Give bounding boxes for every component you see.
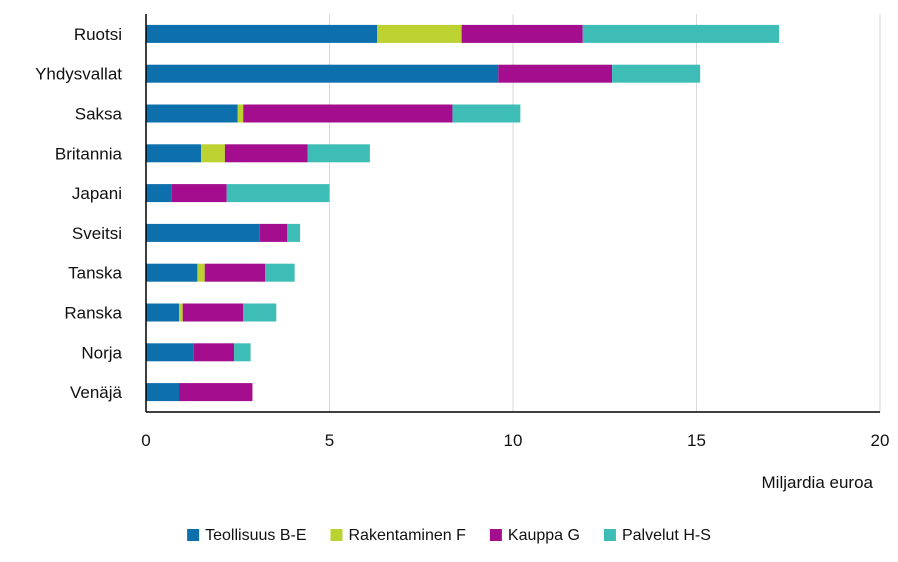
bar-5-0 bbox=[146, 223, 260, 242]
bar-2-2 bbox=[243, 104, 453, 123]
tick-labels: 0 5 10 15 20 bbox=[141, 431, 889, 450]
bar-1-2 bbox=[498, 64, 613, 83]
bar-2-3 bbox=[452, 104, 521, 123]
bar-5-3 bbox=[287, 223, 301, 242]
category-label-7: Ranska bbox=[64, 304, 122, 323]
bar-2-0 bbox=[146, 104, 238, 123]
bar-4-0 bbox=[146, 184, 172, 203]
category-label-0: Ruotsi bbox=[74, 25, 122, 44]
axes bbox=[145, 14, 880, 413]
x-tick-label-4: 20 bbox=[871, 431, 890, 450]
bar-6-3 bbox=[265, 263, 295, 282]
bar-2-1 bbox=[237, 104, 244, 123]
category-label-3: Britannia bbox=[55, 144, 123, 163]
bar-8-2 bbox=[193, 343, 235, 362]
bar-4-3 bbox=[226, 184, 330, 203]
bar-0-1 bbox=[377, 24, 462, 43]
legend-swatch-2 bbox=[489, 529, 502, 541]
bar-7-0 bbox=[146, 303, 180, 322]
bar-6-2 bbox=[204, 263, 266, 282]
category-label-5: Sveitsi bbox=[72, 224, 122, 243]
bar-1-0 bbox=[146, 64, 499, 83]
bar-9-0 bbox=[146, 383, 180, 402]
bar-7-3 bbox=[243, 303, 277, 322]
legend-label-0: Teollisuus B-E bbox=[205, 527, 306, 544]
bar-9-2 bbox=[179, 383, 253, 402]
bar-3-0 bbox=[146, 144, 202, 163]
bar-4-2 bbox=[171, 184, 227, 203]
category-label-1: Yhdysvallat bbox=[35, 65, 122, 84]
category-label-4: Japani bbox=[72, 184, 122, 203]
bar-0-2 bbox=[461, 24, 583, 43]
bar-3-2 bbox=[224, 144, 308, 163]
bar-5-2 bbox=[259, 223, 288, 242]
category-label-9: Venäjä bbox=[70, 383, 123, 402]
bar-6-0 bbox=[146, 263, 198, 282]
x-tick-label-0: 0 bbox=[141, 431, 150, 450]
x-tick-label-2: 10 bbox=[504, 431, 523, 450]
category-label-6: Tanska bbox=[68, 264, 122, 283]
category-label-8: Norja bbox=[81, 343, 122, 362]
bar-0-0 bbox=[146, 24, 378, 43]
bar-0-3 bbox=[582, 24, 780, 43]
legend-swatch-1 bbox=[330, 529, 343, 541]
bar-3-3 bbox=[307, 144, 370, 163]
bars bbox=[146, 24, 780, 402]
bar-1-3 bbox=[612, 64, 701, 83]
category-label-2: Saksa bbox=[75, 105, 123, 124]
legend-swatch-3 bbox=[603, 529, 616, 541]
bar-8-3 bbox=[234, 343, 251, 362]
x-tick-label-1: 5 bbox=[325, 431, 334, 450]
legend: Teollisuus B-E Rakentaminen F Kauppa G Palv… bbox=[187, 527, 711, 544]
x-axis-title: Miljardia euroa bbox=[762, 473, 874, 492]
bar-6-1 bbox=[197, 263, 205, 282]
legend-label-2: Kauppa G bbox=[508, 527, 580, 544]
legend-label-1: Rakentaminen F bbox=[349, 527, 467, 544]
bar-3-1 bbox=[201, 144, 225, 163]
bar-8-0 bbox=[146, 343, 194, 362]
category-labels: Ruotsi Yhdysvallat Saksa Britannia Japani Sve… bbox=[35, 25, 122, 402]
bar-7-2 bbox=[182, 303, 244, 322]
legend-label-3: Palvelut H-S bbox=[622, 527, 711, 544]
legend-swatch-0 bbox=[187, 529, 200, 541]
bar-7-1 bbox=[179, 303, 183, 322]
x-tick-label-3: 15 bbox=[687, 431, 706, 450]
